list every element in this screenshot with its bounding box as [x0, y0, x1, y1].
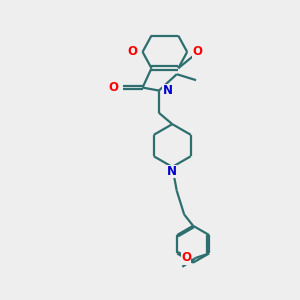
Text: O: O — [193, 45, 202, 58]
Text: O: O — [127, 45, 137, 58]
Text: O: O — [109, 81, 119, 94]
Text: O: O — [181, 251, 191, 264]
Text: N: N — [163, 84, 172, 97]
Text: N: N — [167, 165, 177, 178]
